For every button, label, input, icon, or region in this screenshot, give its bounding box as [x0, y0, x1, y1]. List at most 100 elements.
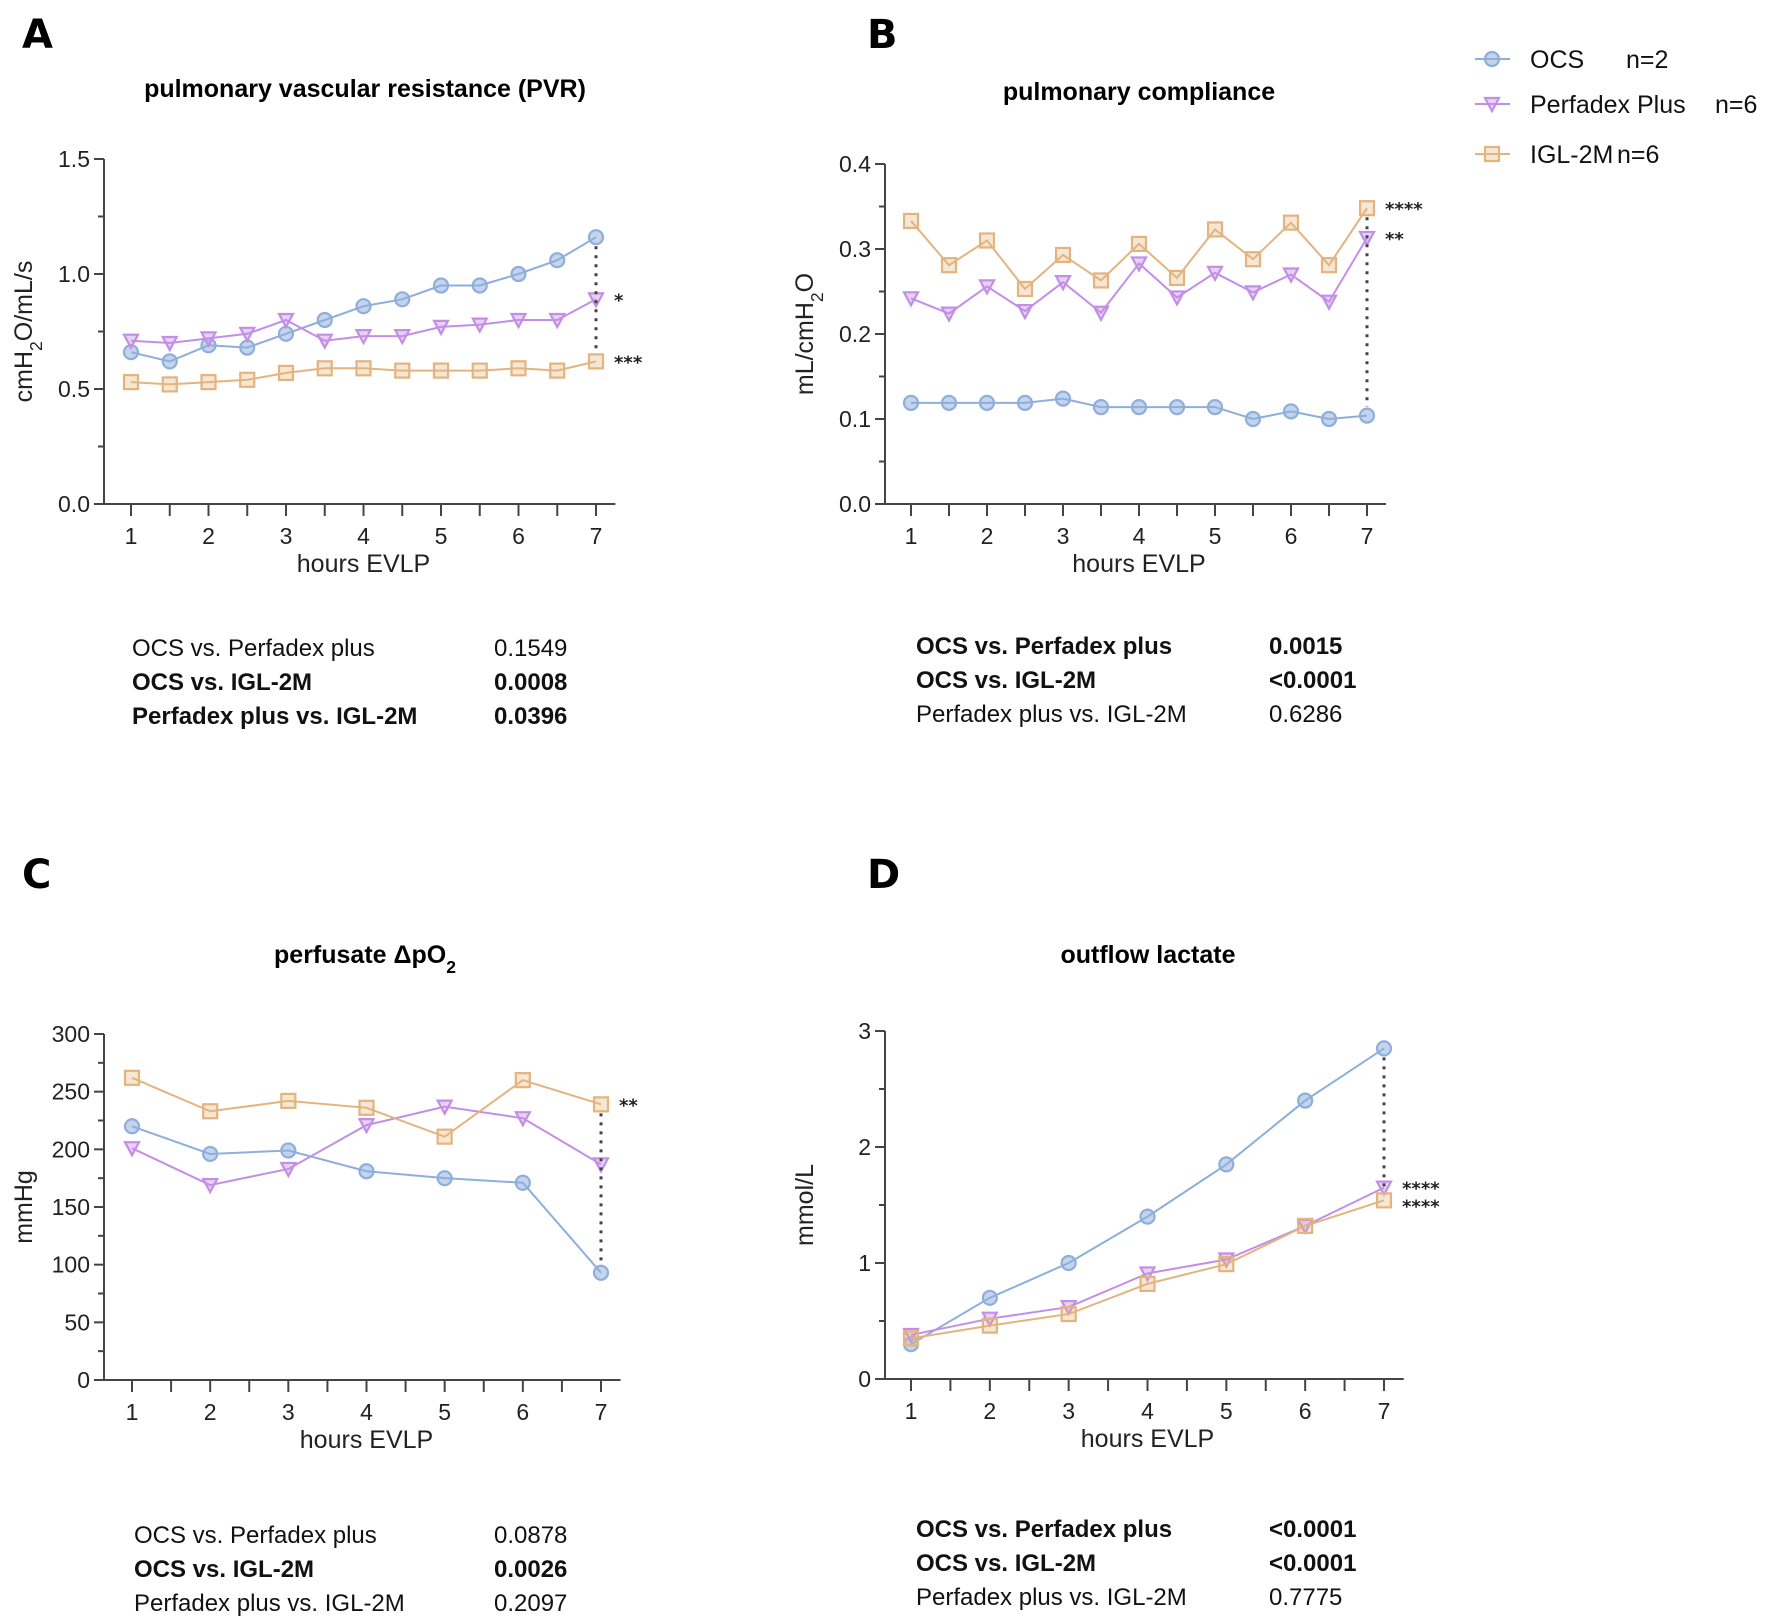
data-point — [549, 362, 566, 379]
stat-p-value: 0.6286 — [1269, 701, 1342, 728]
data-point — [1297, 1217, 1314, 1234]
stat-comparison: OCS vs. Perfadex plus — [134, 1522, 377, 1549]
legend-label: Perfadex Plus — [1530, 91, 1686, 119]
data-point — [122, 344, 140, 361]
y-tick-label: 0.0 — [839, 491, 871, 517]
stat-comparison: OCS vs. Perfadex plus — [916, 1516, 1172, 1543]
series-line — [131, 1125, 602, 1274]
series-line — [910, 1199, 1385, 1340]
stat-p-value: 0.2097 — [494, 1590, 567, 1617]
data-point — [1016, 394, 1034, 411]
data-point — [1060, 1254, 1077, 1272]
legend-item: OCS n=2 — [1475, 46, 1668, 74]
data-point — [510, 360, 527, 377]
data-point — [1060, 1305, 1077, 1323]
data-point — [1358, 407, 1376, 424]
panel-letter: C — [22, 852, 51, 898]
data-point — [902, 212, 920, 230]
data-point — [509, 312, 528, 330]
data-point — [514, 1174, 531, 1191]
y-tick-label: 200 — [52, 1136, 90, 1162]
y-tick-label: 50 — [64, 1309, 90, 1335]
data-point — [1054, 246, 1072, 264]
data-point — [1375, 1040, 1393, 1057]
x-tick-label: 2 — [981, 523, 994, 549]
data-point — [548, 312, 567, 330]
data-point — [279, 1161, 298, 1179]
data-point — [354, 329, 373, 346]
data-point — [277, 312, 295, 330]
significance-marker: * — [614, 290, 624, 311]
significance-marker: ** — [619, 1095, 638, 1116]
significance-marker: **** — [1385, 199, 1423, 220]
data-point — [123, 1141, 141, 1158]
x-tick-label: 3 — [1062, 1398, 1075, 1424]
x-tick-label: 6 — [1299, 1398, 1312, 1424]
y-tick-label: 0.0 — [58, 491, 90, 517]
data-point — [981, 1317, 998, 1334]
data-point — [280, 1142, 297, 1159]
y-tick-label: 1 — [858, 1250, 871, 1276]
x-axis-label: hours EVLP — [297, 550, 430, 578]
data-point — [1206, 265, 1224, 283]
data-point — [978, 279, 996, 296]
data-point — [940, 394, 958, 411]
y-tick-label: 3 — [858, 1018, 871, 1044]
legend-marker-icon — [1483, 50, 1501, 68]
y-tick-label: 100 — [52, 1252, 90, 1278]
chart-title: outflow lactate — [1060, 941, 1235, 969]
data-point — [587, 353, 605, 370]
y-axis-label: mL/cmH2O — [791, 273, 827, 395]
legend-item: IGL-2M n=6 — [1475, 141, 1659, 169]
data-point — [1282, 267, 1300, 284]
x-tick-label: 5 — [438, 1399, 451, 1425]
significance-marker: **** — [1402, 1179, 1440, 1200]
series-ocs — [902, 390, 1376, 428]
y-tick-label: 2 — [858, 1134, 871, 1160]
data-point — [1244, 410, 1262, 428]
data-point — [432, 362, 450, 379]
data-point — [902, 1330, 920, 1347]
y-tick-label: 0.1 — [839, 406, 871, 432]
data-point — [316, 360, 333, 377]
x-tick-label: 5 — [1209, 523, 1222, 549]
data-point — [1054, 275, 1072, 292]
x-tick-label: 2 — [202, 523, 215, 549]
x-tick-label: 5 — [435, 523, 448, 549]
stat-p-value: 0.0396 — [494, 703, 567, 730]
panel-letter: D — [867, 852, 900, 898]
series-line — [910, 207, 1368, 291]
stat-p-value: 0.7775 — [1269, 1584, 1342, 1611]
y-axis-label: mmHg — [10, 1170, 38, 1244]
data-point — [161, 376, 178, 393]
stat-p-value: 0.0026 — [494, 1556, 567, 1583]
x-tick-label: 3 — [282, 1399, 295, 1425]
data-point — [978, 394, 996, 411]
series-line — [130, 298, 597, 345]
data-point — [471, 362, 488, 379]
chart-title: pulmonary compliance — [1003, 78, 1275, 106]
y-tick-label: 0 — [858, 1366, 871, 1392]
x-tick-label: 5 — [1220, 1398, 1233, 1424]
data-point — [981, 1289, 998, 1306]
data-point — [435, 1099, 454, 1116]
series-perfadex-plus — [123, 1099, 610, 1195]
stat-p-value: 0.0015 — [1269, 633, 1342, 660]
data-point — [940, 306, 958, 323]
stat-comparison: Perfadex plus vs. IGL-2M — [916, 1584, 1187, 1611]
stat-comparison: OCS vs. IGL-2M — [916, 667, 1096, 694]
data-point — [514, 1072, 531, 1089]
x-tick-label: 2 — [983, 1398, 996, 1424]
series-line — [910, 1047, 1385, 1346]
stat-comparison: OCS vs. Perfadex plus — [916, 633, 1172, 660]
x-tick-label: 6 — [512, 523, 525, 549]
stat-comparison: OCS vs. Perfadex plus — [132, 635, 375, 662]
series-igl-2m — [902, 1192, 1393, 1347]
data-point — [1358, 200, 1376, 217]
x-axis-label: hours EVLP — [1081, 1425, 1214, 1453]
series-igl-2m — [122, 353, 605, 393]
data-point — [587, 292, 605, 309]
